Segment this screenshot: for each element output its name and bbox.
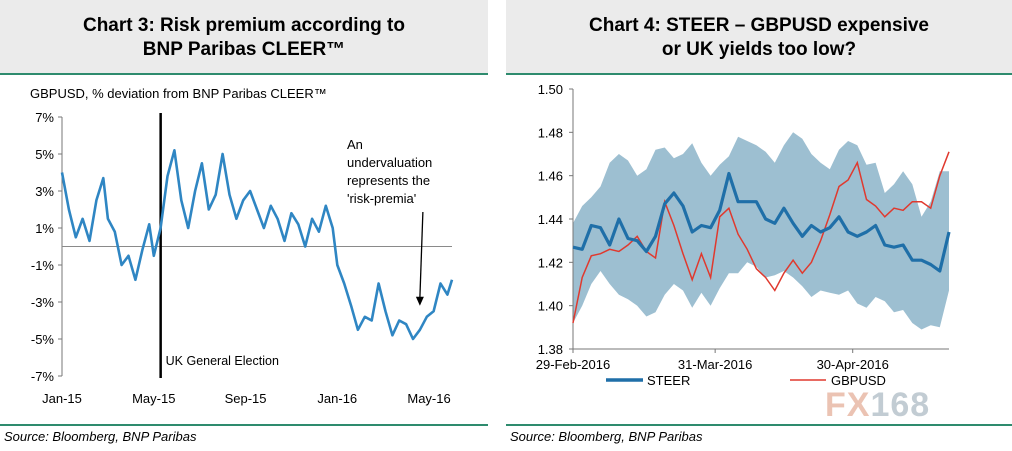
chart-3-xtick-label: Sep-15 — [225, 391, 267, 406]
chart-3-ylabel: GBPUSD, % deviation from BNP Paribas CLE… — [30, 86, 327, 101]
chart-3-ytick-label: -7% — [31, 369, 55, 384]
watermark-fx: FX — [825, 386, 871, 424]
chart-3-plot: GBPUSD, % deviation from BNP Paribas CLE… — [30, 86, 454, 406]
chart-3-annotation-line: An — [347, 137, 363, 152]
chart-3-source: Source: Bloomberg, BNP Paribas — [4, 429, 197, 444]
chart-3-ytick-label: -1% — [31, 258, 55, 273]
chart-4-title-line1: Chart 4: STEER – GBPUSD expensive — [589, 15, 929, 36]
chart-3-ytick-label: 1% — [35, 221, 54, 236]
legend-steer-label: STEER — [647, 373, 690, 388]
chart-4-ytick-label: 1.40 — [538, 299, 563, 314]
chart-3-ytick-label: -3% — [31, 295, 55, 310]
fx168-watermark: FX168 — [825, 386, 930, 425]
chart-4-ytick-label: 1.48 — [538, 125, 563, 140]
legend-gbpusd-label: GBPUSD — [831, 373, 886, 388]
chart-3-ytick-label: -5% — [31, 332, 55, 347]
watermark-number: 168 — [870, 386, 931, 424]
chart-4-steer-line — [572, 171, 951, 273]
chart-4-ytick-label: 1.46 — [538, 169, 563, 184]
chart-3-annotation-arrow — [419, 211, 424, 298]
chart-3-ytick-label: 5% — [35, 147, 54, 162]
chart-4-title-line2: or UK yields too low? — [661, 39, 857, 60]
chart-3-xtick-label: May-16 — [407, 391, 450, 406]
chart-4-source: Source: Bloomberg, BNP Paribas — [510, 429, 703, 444]
chart-3-series-line — [60, 149, 454, 341]
chart-4-top-rule — [506, 73, 1012, 75]
chart-3-top-rule — [0, 73, 488, 75]
chart-3-panel: Chart 3: Risk premium according to BNP P… — [0, 0, 488, 451]
chart-3-arrowhead — [415, 296, 424, 306]
chart-3-ytick-label: 7% — [35, 110, 54, 125]
chart-4-ytick-label: 1.44 — [538, 212, 563, 227]
chart-3-title-line1: Chart 3: Risk premium according to — [82, 15, 405, 36]
chart-4-xtick-label: 31-Mar-2016 — [678, 357, 752, 372]
chart-3-election-label: UK General Election — [166, 354, 279, 368]
chart-3-bottom-rule — [0, 424, 488, 426]
chart-4-ytick-label: 1.42 — [538, 255, 563, 270]
chart-3-xtick-label: Jan-16 — [317, 391, 357, 406]
chart-3-ytick-label: 3% — [35, 184, 54, 199]
chart-3-title-line2: BNP Paribas CLEER™ — [142, 39, 346, 60]
chart-3-annotation-line: undervaluation — [347, 155, 432, 170]
chart-3-xtick-label: May-15 — [132, 391, 175, 406]
chart-3-annotation-line: represents the — [347, 173, 430, 188]
chart-4-xtick-label: 30-Apr-2016 — [817, 357, 889, 372]
chart-3-xtick-label: Jan-15 — [42, 391, 82, 406]
chart-4-ytick-label: 1.50 — [538, 82, 563, 97]
chart-4-xtick-label: 29-Feb-2016 — [536, 357, 610, 372]
chart-4-panel: Chart 4: STEER – GBPUSD expensive or UK … — [506, 0, 1012, 451]
chart-4-gbpusd-line — [572, 151, 950, 324]
chart-4-ytick-label: 1.38 — [538, 342, 563, 357]
chart-4-title: Chart 4: STEER – GBPUSD expensive or UK … — [506, 0, 1012, 73]
chart-4-bottom-rule — [506, 424, 1012, 426]
chart-3-annotation-line: 'risk-premia' — [347, 191, 416, 206]
chart-3-title: Chart 3: Risk premium according to BNP P… — [0, 0, 488, 73]
chart-4-band-area — [573, 132, 949, 330]
